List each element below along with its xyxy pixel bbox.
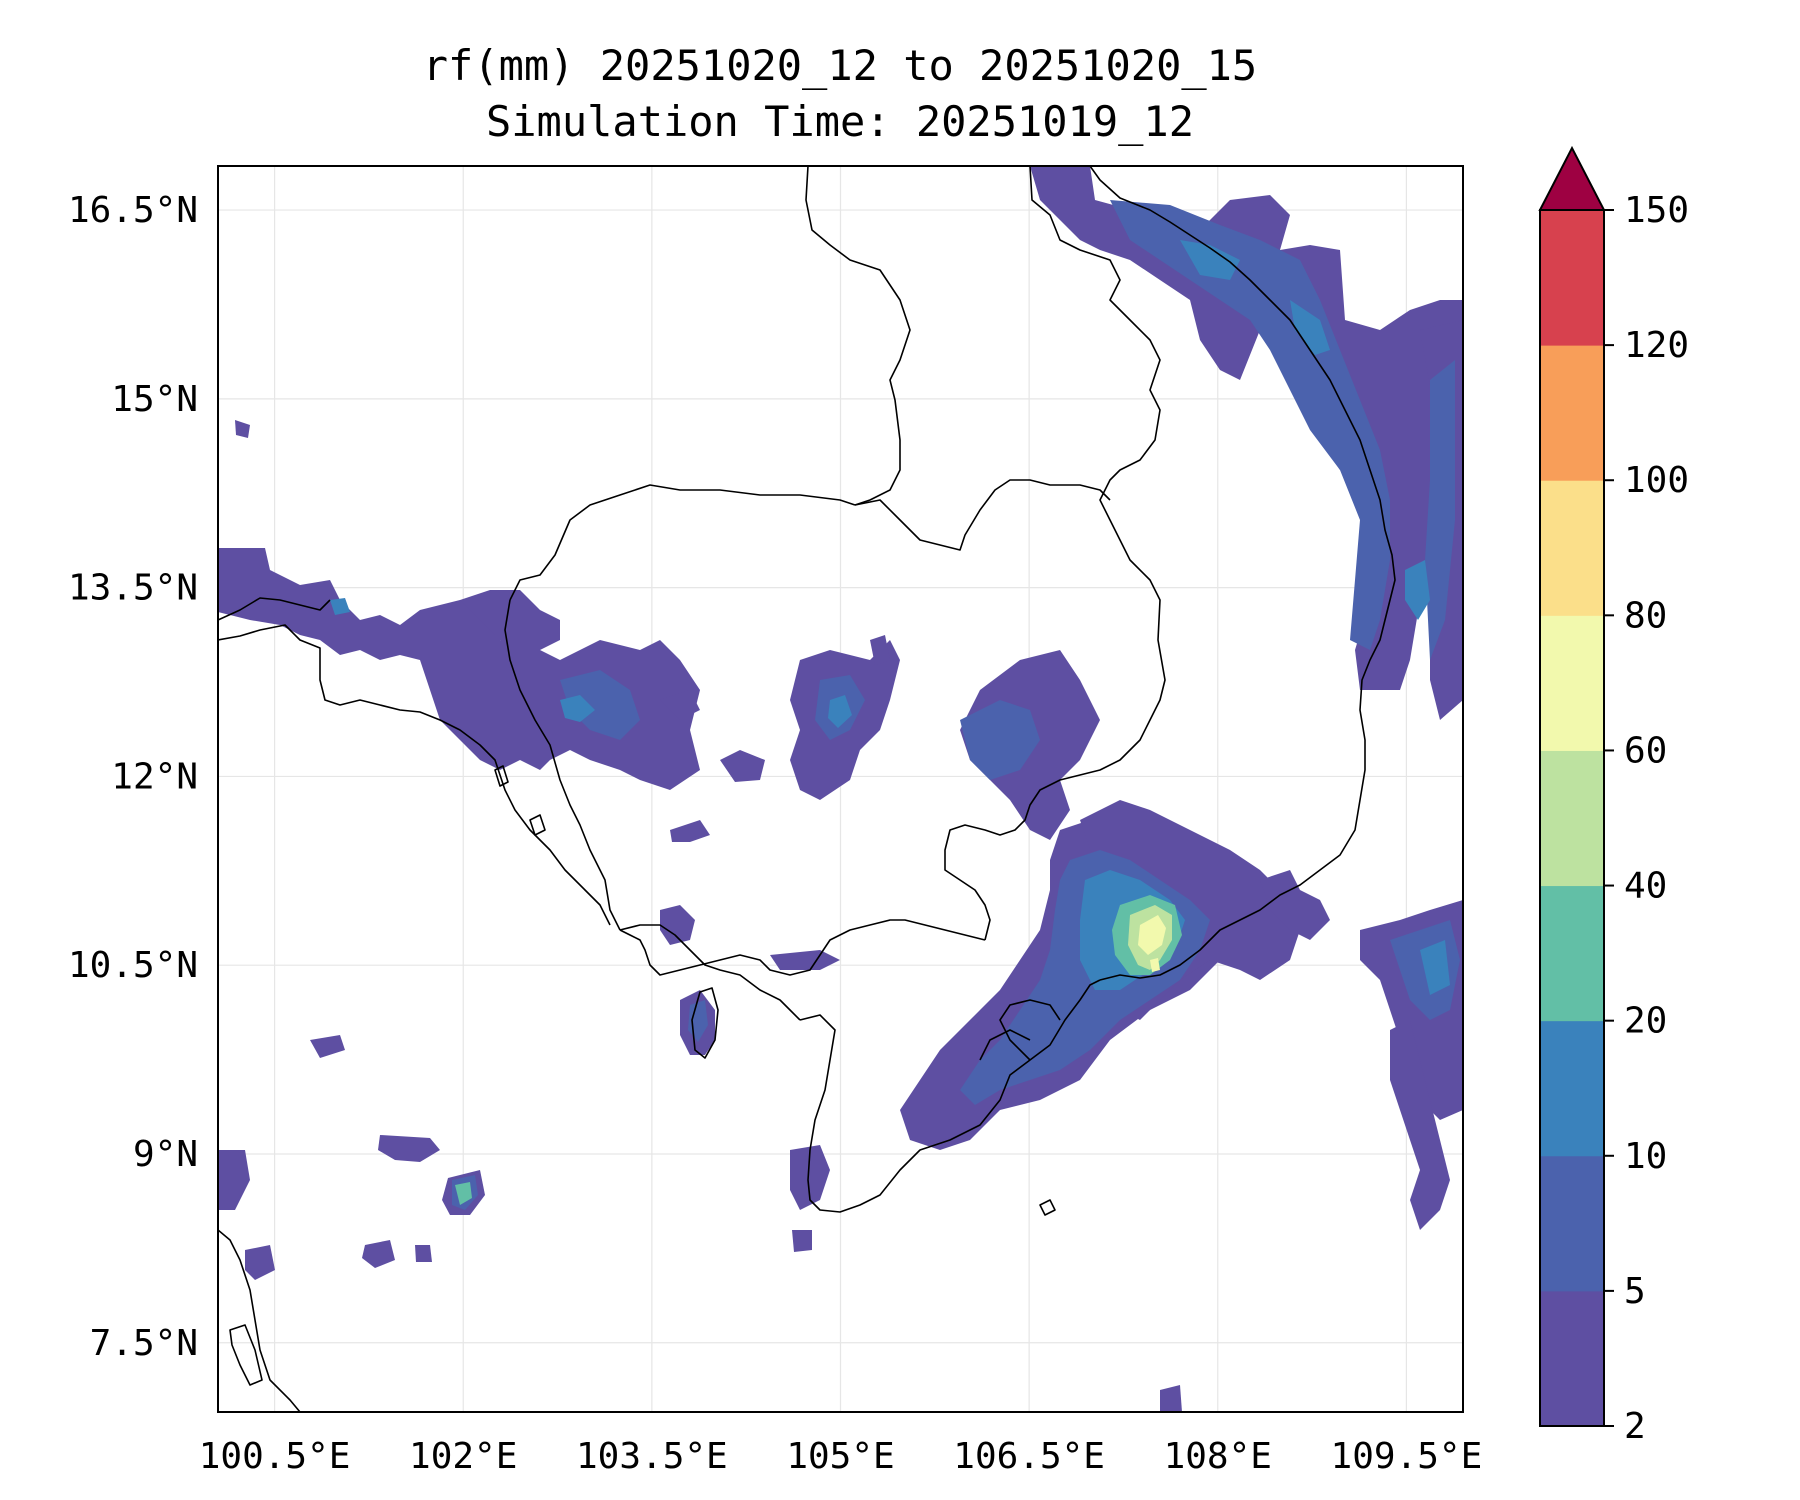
y-tick-label: 16.5°N [68,190,198,231]
coast-mekong-delta-2 [979,1029,1031,1061]
coast-con-dao [1039,1199,1056,1216]
rain-area-ne-core [1110,200,1390,650]
border-cambodia-west [504,599,621,931]
rainfall-field [218,166,1463,1412]
rain-area-mid-4 [660,690,700,720]
figure-title: rf(mm) 20251020_12 to 20251020_15 [423,41,1257,90]
rain-area-ne-heavy [1180,240,1240,280]
y-tick-label: 12°N [111,756,198,797]
y-tick-label: 10.5°N [68,945,198,986]
coast-phu-quoc [691,987,719,1059]
colorbar-segment [1540,210,1604,346]
colorbar-tick-label: 20 [1624,1001,1667,1042]
y-tick-label: 7.5°N [90,1323,198,1364]
rain-area-mid-1 [720,750,765,782]
colorbar-segment [1540,615,1604,751]
rain-area-gulf-4 [362,1240,395,1268]
rain-area-kampot [660,905,695,945]
y-tick-label: 13.5°N [68,568,198,609]
y-tick-label: 9°N [133,1134,198,1175]
rain-area-gulf-1 [378,1135,440,1162]
rain-area-mid-5 [870,635,890,665]
rain-area-west-heavy [330,598,350,615]
coast-gulf-thailand-west [218,624,611,926]
rain-area-west-band-core [560,670,640,740]
map-frame [217,165,1464,1413]
x-tick-label: 105°E [786,1436,894,1477]
colorbar-tick-label: 100 [1624,460,1689,501]
rain-area-ne-coast-heavy [1290,300,1330,355]
coast-vietnam-south [799,979,1101,1213]
colorbar-segment [1540,750,1604,887]
colorbar-tick-label: 2 [1624,1406,1646,1447]
x-tick-label: 109.5°E [1331,1436,1483,1477]
rain-area-east-heavy [1405,560,1430,620]
y-tick-label: 15°N [111,379,198,420]
rain-area-se-heavy [1420,940,1450,995]
rain-area-far-east-south [1390,1020,1450,1230]
colorbar-segment [1540,885,1604,1022]
rain-area-southeast-coast [1260,870,1330,940]
colorbar-frame [1539,209,1605,1427]
rain-area-gulf-moderate [455,1182,472,1205]
colorbar-tick-label: 40 [1624,866,1667,907]
coast-west-upper [218,597,331,621]
border-laos-vietnam [944,166,1166,941]
rain-area-center-heavy [560,695,595,722]
coastlines-borders [218,166,1396,1412]
x-tick-label: 106.5°E [953,1436,1105,1477]
rain-area-gulf-5 [415,1245,432,1262]
rain-area-center-east-core [960,700,1040,780]
rain-area-gulf-west [218,1150,250,1210]
colorbar-segment [1540,345,1604,481]
colorbar: 2 5 10 20 40 60 80 100 120 150 [1538,145,1689,1447]
rain-area-east-strip [1425,360,1455,660]
rain-area-gulf-7 [245,1245,275,1280]
coast-mekong-delta [999,999,1061,1061]
coast-malay-peninsula [218,1229,301,1412]
colorbar-extend-arrow [1538,145,1606,211]
figure-subtitle: Simulation Time: 20251019_12 [486,97,1194,146]
colorbar-segment [1540,1290,1604,1427]
colorbar-segment [1540,1155,1604,1292]
rain-area-peak-core-south [1150,958,1160,972]
colorbar-tick-label: 60 [1624,730,1667,771]
border-thai-laos [805,166,911,506]
colorbar-tick-label: 10 [1624,1136,1667,1177]
coast-koh-chang [529,814,546,836]
y-axis-ticks: 16.5°N 15°N 13.5°N 12°N 10.5°N 9°N 7.5°N [68,190,198,1364]
colorbar-segment [1540,480,1604,616]
rain-area-central-band [420,600,700,790]
colorbar-segment [1540,1020,1604,1157]
colorbar-tick-label: 5 [1624,1271,1646,1312]
coast-vietnam-east [1089,166,1396,981]
rain-area-gulf-8 [792,1230,812,1252]
x-tick-label: 100.5°E [199,1436,351,1477]
x-tick-label: 103.5°E [576,1436,728,1477]
rain-area-far-south [1160,1385,1182,1412]
colorbar-tick-label: 120 [1624,325,1689,366]
map-panel: 100.5°E 102°E 103.5°E 105°E 106.5°E 108°E 109.… [68,165,1483,1477]
x-tick-label: 108°E [1164,1436,1272,1477]
rain-level-60-80 [1138,915,1166,972]
rain-area-gulf-6 [310,1035,345,1058]
border-cambodia-north [854,479,1111,551]
rain-area-tonle-heavy [828,695,852,728]
x-axis-ticks: 100.5°E 102°E 103.5°E 105°E 106.5°E 108°E 109.… [199,1436,1483,1477]
rain-area-mid-3 [770,950,840,970]
border-cambodia-vietnam [619,919,986,976]
coast-koh-kong-island [494,765,509,787]
coast-cambodia-south [619,924,801,1021]
x-tick-label: 102°E [409,1436,517,1477]
rain-area-nw-speck [235,420,250,438]
coast-peninsula-island [229,1324,263,1386]
colorbar-tick-label: 80 [1624,595,1667,636]
rain-area-mid-2 [670,820,710,842]
rain-area-gulf-3 [790,1145,830,1210]
colorbar-tick-label: 150 [1624,190,1689,231]
border-thai-cambodia [509,484,856,601]
rain-area-peak-core [1138,915,1166,955]
